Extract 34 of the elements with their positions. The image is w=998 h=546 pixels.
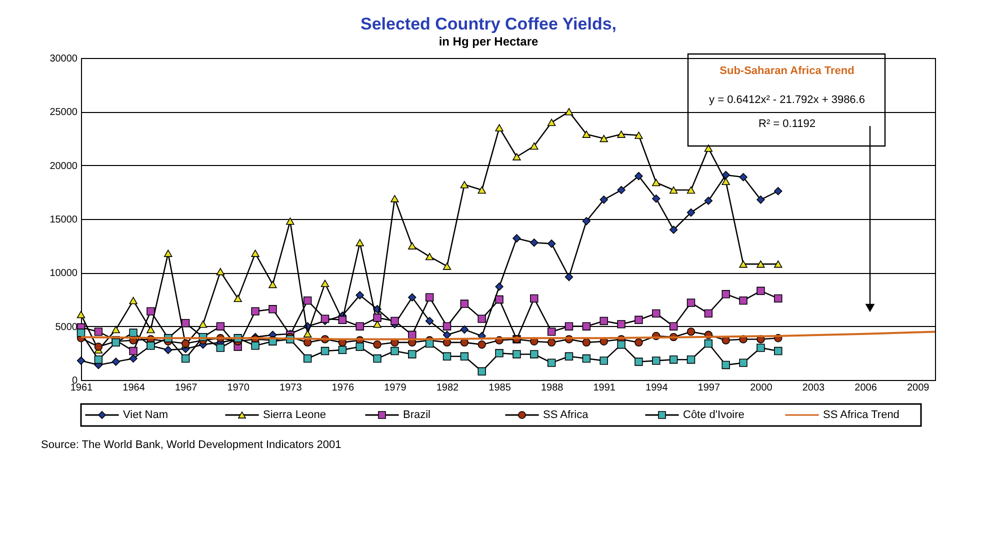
x-tick-label: 1982	[436, 382, 460, 394]
source-note: Source: The World Bank, World Development Indicators 2001	[41, 439, 342, 451]
x-tick-label: 2009	[906, 382, 930, 394]
annotation: Sub-Saharan Africa Trend	[720, 65, 854, 77]
x-tick-label: 2003	[802, 382, 826, 394]
legend-label: Brazil	[403, 409, 431, 421]
annotation: y = 0.6412x² - 21.792x + 3986.6	[709, 94, 865, 106]
x-tick-label: 1973	[280, 382, 302, 394]
x-tick-label: 1997	[698, 382, 720, 394]
chart-title: Selected Country Coffee Yields,	[360, 14, 617, 34]
x-tick-label: 2006	[854, 382, 878, 394]
x-tick-label: 1979	[384, 382, 407, 394]
y-tick-label: 10000	[50, 268, 78, 280]
x-tick-label: 1967	[174, 382, 198, 394]
legend-label: SS Africa Trend	[823, 409, 900, 421]
legend-label: Viet Nam	[123, 409, 168, 421]
x-tick-label: 1994	[646, 382, 668, 394]
y-tick-label: 5000	[55, 322, 78, 333]
legend-label: SS Africa	[543, 409, 590, 421]
y-tick-label: 30000	[50, 54, 78, 64]
legend-label: Sierra Leone	[263, 409, 326, 421]
annotation: R² = 0.1192	[758, 118, 816, 130]
x-tick-label: 1991	[593, 382, 616, 394]
y-tick-label: 15000	[50, 214, 78, 226]
legend-label: Côte d'Ivoire	[683, 409, 744, 421]
x-tick-label: 1985	[488, 382, 512, 394]
x-tick-label: 1964	[122, 382, 146, 394]
chart-subtitle: in Hg per Hectare	[438, 34, 538, 48]
y-tick-label: 20000	[50, 160, 78, 172]
y-tick-label: 25000	[50, 107, 78, 118]
x-tick-label: 2000	[750, 382, 773, 394]
x-tick-label: 1976	[332, 382, 354, 394]
x-tick-label: 1970	[227, 382, 250, 394]
x-tick-label: 1988	[540, 382, 564, 394]
